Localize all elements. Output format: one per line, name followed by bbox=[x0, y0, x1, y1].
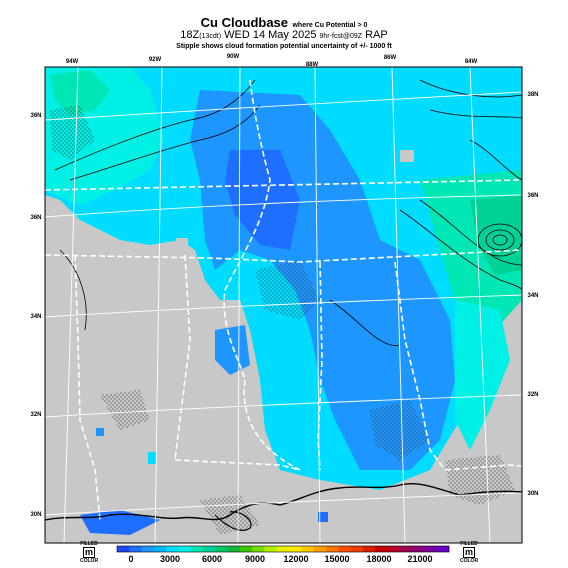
colorbar-swatch bbox=[190, 546, 204, 552]
colorbar-swatch bbox=[436, 546, 450, 552]
latitude-label-left: 32N bbox=[30, 412, 41, 418]
cloudbase-field-teal-nw bbox=[50, 70, 110, 115]
chart-title: Cu Cloudbase where Cu Potential > 0 bbox=[200, 15, 368, 30]
latitude-label-left: 34N bbox=[30, 314, 41, 320]
cloudbase-field-deep-blue bbox=[225, 150, 300, 250]
cloudbase-pixel bbox=[148, 452, 156, 464]
colorbar-swatch bbox=[399, 546, 413, 552]
latitude-label-right: 34N bbox=[527, 293, 538, 299]
colorbar-tick-label: 12000 bbox=[283, 554, 309, 564]
colorbar-swatch bbox=[350, 546, 364, 552]
gulf-coastline bbox=[214, 511, 252, 531]
longitude-label: 94W bbox=[66, 59, 79, 65]
longitude-label: 84W bbox=[465, 59, 478, 65]
map-frame bbox=[44, 66, 523, 544]
colorbar-swatch bbox=[166, 546, 179, 552]
colorbar-swatch bbox=[264, 546, 278, 552]
colorbar-swatch bbox=[424, 546, 438, 552]
colorbar-tick-label: 18000 bbox=[366, 554, 392, 564]
contour-lines bbox=[54, 79, 522, 346]
colorbar-frame bbox=[116, 545, 450, 553]
cloudbase-pixel bbox=[318, 512, 328, 522]
map-area bbox=[45, 67, 522, 543]
longitude-label: 88W bbox=[306, 62, 319, 68]
colorbar-swatch bbox=[338, 546, 351, 552]
colorbar-swatch bbox=[215, 546, 228, 552]
lat-lon-grid bbox=[45, 67, 522, 543]
colorbar-left-label: FILLED m COLOR bbox=[80, 541, 99, 564]
colorbar-tick-label: 6000 bbox=[201, 554, 223, 564]
gulf-coastline bbox=[45, 483, 522, 521]
cloudbase-patch-ms bbox=[215, 325, 250, 375]
colorbar-right-label: FILLED m COLOR bbox=[460, 541, 479, 564]
colorbar-swatch bbox=[117, 546, 130, 552]
latitude-label-left: 36N bbox=[30, 215, 41, 221]
longitude-label: 92W bbox=[149, 57, 162, 63]
state-boundaries bbox=[45, 79, 522, 521]
colorbar-tick-label: 15000 bbox=[324, 554, 350, 564]
latitude-label-left: 30N bbox=[30, 512, 41, 518]
colorbar-swatch bbox=[141, 546, 155, 552]
colorbar-tick-label: 0 bbox=[128, 554, 134, 564]
latitude-label-right: 32N bbox=[527, 392, 538, 398]
colorbar-swatch bbox=[301, 546, 315, 552]
colorbar-swatch bbox=[178, 546, 192, 552]
longitude-label: 90W bbox=[227, 54, 240, 60]
colorbar-tick-label: 3000 bbox=[159, 554, 181, 564]
longitude-labels: 94W 92W 90W 88W 86W 84W bbox=[66, 54, 478, 68]
colorbar-swatch bbox=[276, 546, 290, 552]
stipple-area bbox=[445, 455, 515, 505]
cloudbase-pixel bbox=[96, 428, 104, 436]
colorbar-swatch bbox=[227, 546, 241, 552]
valid-time-line: 18Z(13cdt) WED 14 May 2025 9hr-fcst@09Z … bbox=[180, 29, 388, 41]
latitude-label-right: 38N bbox=[527, 92, 538, 98]
colorbar-swatch bbox=[375, 546, 388, 552]
latitude-label-right: 36N bbox=[527, 193, 538, 199]
colorbar-swatch bbox=[289, 546, 302, 552]
stipple-area bbox=[370, 400, 430, 460]
colorbar-tick-label: 9000 bbox=[244, 554, 266, 564]
colorbar-swatch bbox=[326, 546, 339, 552]
stipple-area bbox=[100, 390, 150, 430]
colorbar-tick-label: 21000 bbox=[407, 554, 433, 564]
latitude-labels: 36N 36N 34N 32N 30N 38N 36N 34N 32N 30N bbox=[30, 92, 538, 518]
colorbar-swatch bbox=[362, 546, 376, 552]
colorbar-swatch bbox=[252, 546, 265, 552]
colorbar-swatch bbox=[387, 546, 401, 552]
latitude-label-right: 30N bbox=[527, 491, 538, 497]
colorbar-swatch bbox=[239, 546, 253, 552]
colorbar-swatch bbox=[313, 546, 327, 552]
no-data-pixel bbox=[400, 150, 414, 162]
longitude-label: 86W bbox=[384, 55, 397, 61]
stipple-note: Stipple shows cloud formation potential … bbox=[176, 43, 392, 50]
colorbar-swatch bbox=[153, 546, 167, 552]
colorbar-swatch bbox=[129, 546, 142, 552]
colorbar-swatch bbox=[412, 546, 425, 552]
latitude-label-left: 36N bbox=[30, 113, 41, 119]
no-data-pixel bbox=[176, 238, 188, 248]
colorbar-swatch bbox=[203, 546, 216, 552]
cloudbase-patch-la bbox=[260, 370, 320, 440]
colorbar bbox=[116, 545, 450, 553]
